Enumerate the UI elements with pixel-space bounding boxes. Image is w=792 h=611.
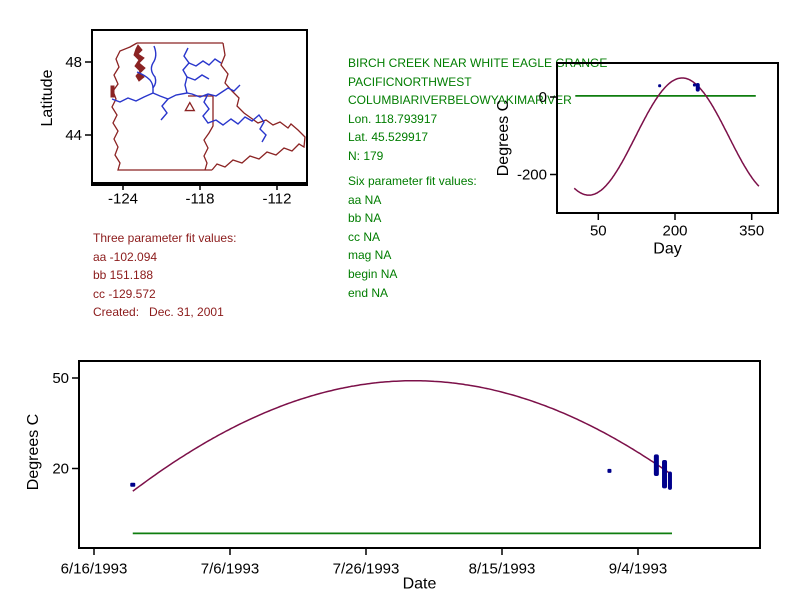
station-info-line: Lat. 45.529917 — [348, 130, 429, 145]
three-param-line: aa -102.094 — [93, 249, 158, 264]
six-param-line: mag NA — [348, 248, 392, 263]
x-tick-label: -124 — [108, 190, 138, 207]
six-param-line: begin NA — [348, 266, 398, 281]
data-cluster-bar — [662, 460, 668, 489]
x-tick-label: 50 — [590, 222, 607, 239]
data-cluster-bar — [653, 454, 659, 477]
six-param-line: end NA — [348, 285, 389, 300]
fit-curve — [132, 379, 670, 492]
three-param-line: cc -129.572 — [93, 286, 156, 301]
six-parameter-fit-text: Six parameter fit values: aa NA bb NA cc NA… — [348, 172, 477, 302]
region-map — [110, 42, 306, 171]
data-point — [130, 482, 136, 487]
rivers — [111, 45, 267, 143]
coast-inlet-fill — [110, 85, 115, 98]
x-tick-label: 200 — [662, 222, 687, 239]
six-param-line: bb NA — [348, 211, 382, 226]
three-param-line: Three parameter fit values: — [93, 231, 237, 245]
data-cluster-bar — [695, 83, 700, 92]
y-tick-label: 20 — [52, 461, 69, 478]
six-param-line: cc NA — [348, 229, 381, 244]
x-axis-label: Date — [403, 575, 437, 592]
y-tick-label: -200 — [517, 167, 547, 184]
x-tick-label: 8/15/1993 — [469, 560, 536, 577]
station-info-line: Lon. 118.793917 — [348, 111, 438, 126]
data-point — [658, 84, 662, 88]
data-point — [692, 83, 696, 87]
station-info-line: PACIFICNORTHWEST — [348, 74, 472, 89]
x-tick-label: -118 — [186, 190, 215, 207]
x-tick-label: 7/6/1993 — [201, 560, 259, 577]
x-tick-label: 6/16/1993 — [61, 560, 128, 577]
x-tick-label: 350 — [739, 222, 764, 239]
x-tick-label: -112 — [263, 190, 292, 207]
three-param-line: Created: Dec. 31, 2001 — [93, 305, 224, 320]
x-tick-label: 9/4/1993 — [609, 560, 667, 577]
y-axis-label: Latitude — [39, 69, 56, 126]
y-axis-label: Degrees C — [25, 414, 42, 490]
y-tick-label: 48 — [65, 54, 82, 71]
station-info-line: BIRCH CREEK NEAR WHITE EAGLE GRANGE — [348, 56, 608, 70]
six-param-line: Six parameter fit values: — [348, 174, 477, 188]
y-tick-label: 50 — [52, 370, 69, 387]
data-point — [607, 468, 612, 473]
x-tick-label: 7/26/1993 — [333, 560, 400, 577]
plot-frame — [78, 360, 761, 549]
six-param-line: aa NA — [348, 192, 382, 207]
y-tick-label: 44 — [65, 127, 82, 144]
station-info-text: BIRCH CREEK NEAR WHITE EAGLE GRANGE PACIF… — [348, 54, 607, 166]
data-cluster-bar — [667, 471, 672, 490]
station-info-line: N: 179 — [348, 148, 384, 163]
station-info-line: COLUMBIARIVERBELOWYAKIMARIVER — [348, 93, 572, 108]
x-axis-label: Day — [653, 240, 681, 257]
three-parameter-fit-text: Three parameter fit values: aa -102.094 bb… — [93, 229, 236, 322]
three-param-line: bb 151.188 — [93, 268, 154, 283]
